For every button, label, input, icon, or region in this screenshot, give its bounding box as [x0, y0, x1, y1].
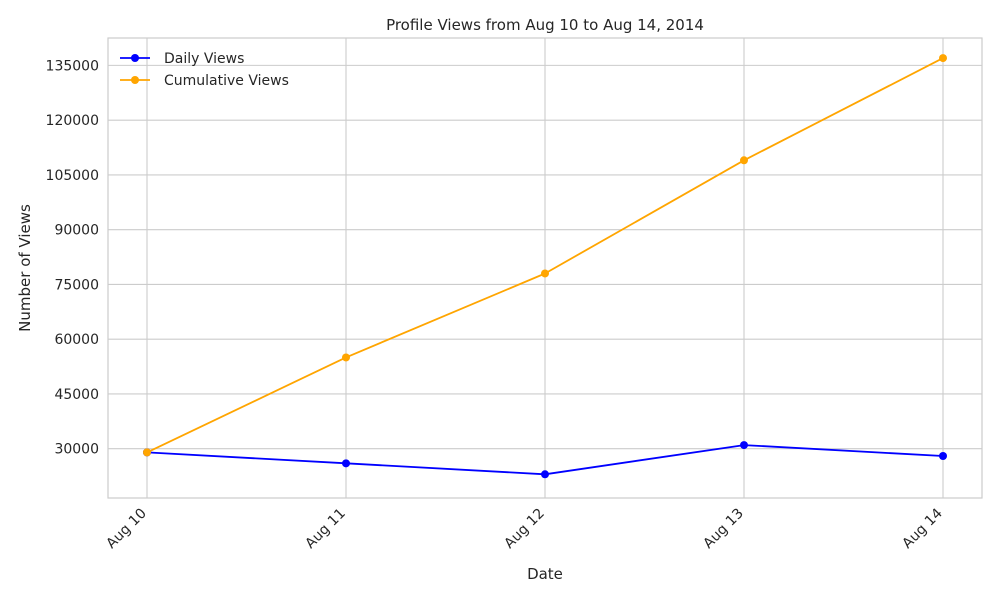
chart-title: Profile Views from Aug 10 to Aug 14, 201… — [386, 16, 704, 34]
data-point-cumulative — [541, 269, 549, 278]
y-tick-label: 30000 — [54, 442, 99, 458]
series-layer — [143, 54, 947, 479]
data-point-cumulative — [342, 353, 350, 362]
plot-frame — [107, 37, 983, 499]
y-tick-label: 105000 — [46, 168, 99, 184]
y-tick-label: 120000 — [46, 113, 99, 129]
grid — [108, 38, 982, 498]
data-point-cumulative — [740, 156, 748, 165]
y-tick-label: 135000 — [46, 58, 99, 74]
legend-daily-label: Daily Views — [164, 51, 244, 67]
legend-cumulative-label: Cumulative Views — [164, 73, 289, 89]
data-point-daily — [939, 452, 947, 461]
y-tick-label: 90000 — [54, 223, 99, 239]
legend-daily-marker — [131, 54, 139, 62]
legend-cumulative-marker — [131, 76, 139, 84]
data-point-daily — [541, 470, 549, 479]
y-tick-label: 60000 — [54, 332, 99, 348]
x-axis-label: Date — [527, 565, 563, 583]
data-point-daily — [740, 441, 748, 450]
y-tick-label: 75000 — [54, 277, 99, 293]
legend: Daily Views Cumulative Views — [120, 51, 289, 89]
data-point-daily — [342, 459, 350, 468]
y-axis-label: Number of Views — [16, 204, 34, 332]
data-point-cumulative — [143, 448, 151, 457]
y-tick-label: 45000 — [54, 387, 99, 403]
data-point-cumulative — [939, 54, 947, 63]
